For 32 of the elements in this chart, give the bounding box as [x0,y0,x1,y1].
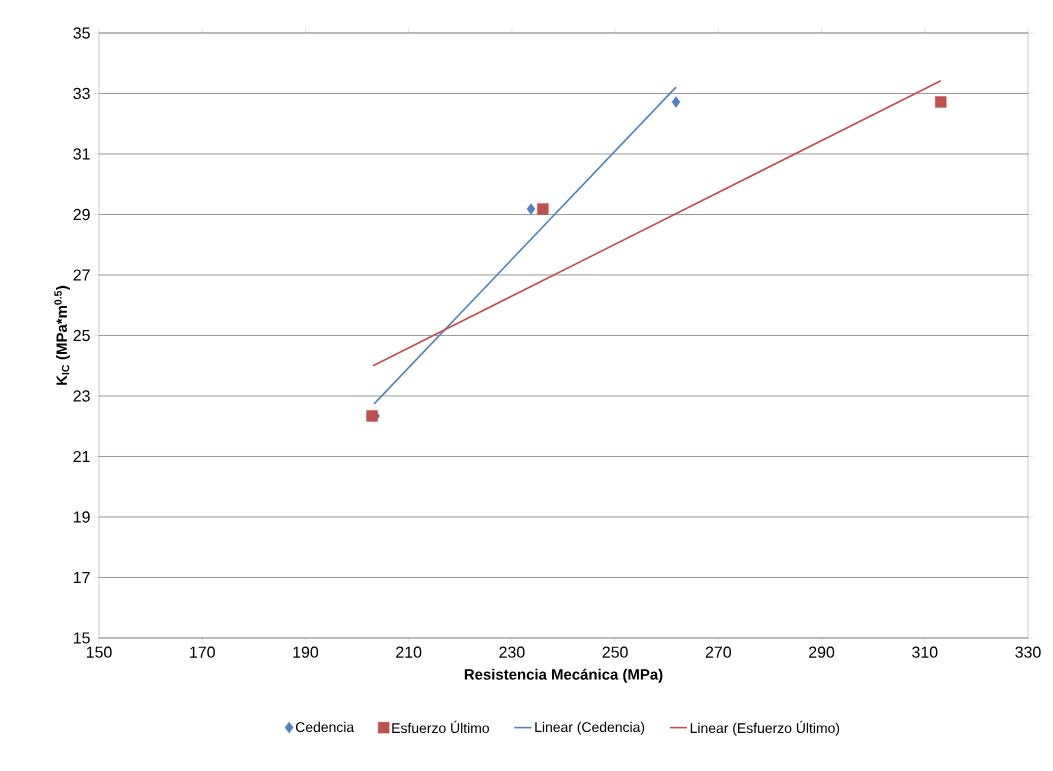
legend-label: Esfuerzo Último [392,720,489,734]
point [671,96,681,108]
x-tick-label: 250 [602,646,628,658]
point [537,203,549,215]
y-tick-label: 25 [73,329,90,342]
y-tick-label: 23 [73,390,90,402]
x-tick-label: 290 [809,646,835,658]
x-tick-label: 270 [705,646,732,658]
y-tick-label: 29 [73,208,90,221]
y-tick-label: 33 [73,87,90,100]
y-tick-label: 35 [73,27,90,39]
legend-label: Cedencia [295,721,355,733]
y-axis-title: K$_{IC}$ (MPa*m$^{0.5}$) [54,285,70,385]
point [935,96,947,108]
x-axis-title: Resistencia Mecánica (MPa) [464,668,663,683]
y-tick-label: 19 [73,511,90,523]
y-tick-label: 31 [73,148,90,160]
legend-label: Linear (Cedencia) [535,721,645,735]
x-tick-label: 310 [912,646,938,658]
point [526,203,536,215]
x-tick-label: 330 [1015,646,1041,658]
y-tick-label: 27 [73,269,90,281]
y-tick-label: 21 [73,450,90,463]
point [366,410,378,422]
y-tick-label: 15 [73,632,90,644]
x-tick-label: 190 [293,646,319,658]
x-tick-label: 170 [190,646,215,658]
x-tick-label: 230 [499,646,525,658]
x-tick-label: 210 [396,646,422,658]
y-tick-label: 17 [73,572,90,583]
legend-label: Linear (Esfuerzo Último) [690,720,840,736]
x-tick-label: 150 [86,646,112,658]
